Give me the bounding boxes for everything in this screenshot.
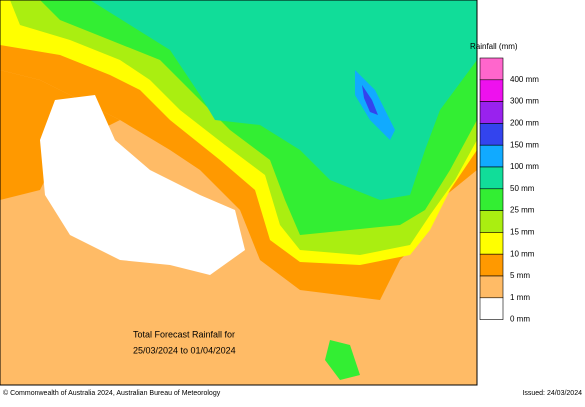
legend-swatch	[479, 166, 504, 190]
issued-date: Issued: 24/03/2024	[522, 390, 582, 397]
legend-swatch	[479, 210, 504, 233]
legend-label: 25 mm	[510, 206, 535, 215]
zone-50mm	[90, 0, 477, 200]
legend-label: 150 mm	[510, 140, 539, 149]
copyright: © Commonwealth of Australia 2024, Austra…	[3, 389, 221, 397]
legend-swatch	[479, 79, 504, 102]
map	[0, 0, 478, 386]
zone-150mm	[362, 85, 378, 115]
legend-title: Rainfall (mm)	[470, 42, 518, 51]
legend-label: 15 mm	[510, 228, 535, 237]
legend-swatch	[479, 144, 504, 168]
legend-swatch	[479, 101, 504, 124]
legend-swatch	[479, 297, 504, 320]
legend-label: 400 mm	[510, 75, 539, 84]
legend-label: 200 mm	[510, 119, 539, 128]
legend: 400 mm 300 mm 200 mm 150 mm 100 mm 50 mm 25 mm…	[479, 57, 539, 324]
legend-label: 50 mm	[510, 184, 535, 193]
legend-label: 1 mm	[510, 293, 530, 302]
legend-label: 100 mm	[510, 162, 539, 171]
legend-label: 0 mm	[510, 315, 530, 324]
legend-label: 10 mm	[510, 249, 535, 258]
dry-interior	[40, 95, 245, 275]
legend-swatch	[479, 232, 504, 255]
caption-line: Total Forecast Rainfall for	[133, 329, 235, 339]
legend-swatch	[479, 123, 504, 146]
tasmania	[325, 340, 360, 380]
map-border	[0, 0, 478, 386]
legend-swatch	[479, 253, 504, 277]
legend-swatch	[479, 57, 504, 81]
legend-swatch	[479, 188, 504, 211]
zone-100mm	[355, 70, 395, 140]
legend-label: 5 mm	[510, 271, 530, 280]
legend-swatch	[479, 275, 504, 299]
legend-label: 300 mm	[510, 97, 539, 106]
caption-line: 25/03/2024 to 01/04/2024	[133, 345, 236, 355]
